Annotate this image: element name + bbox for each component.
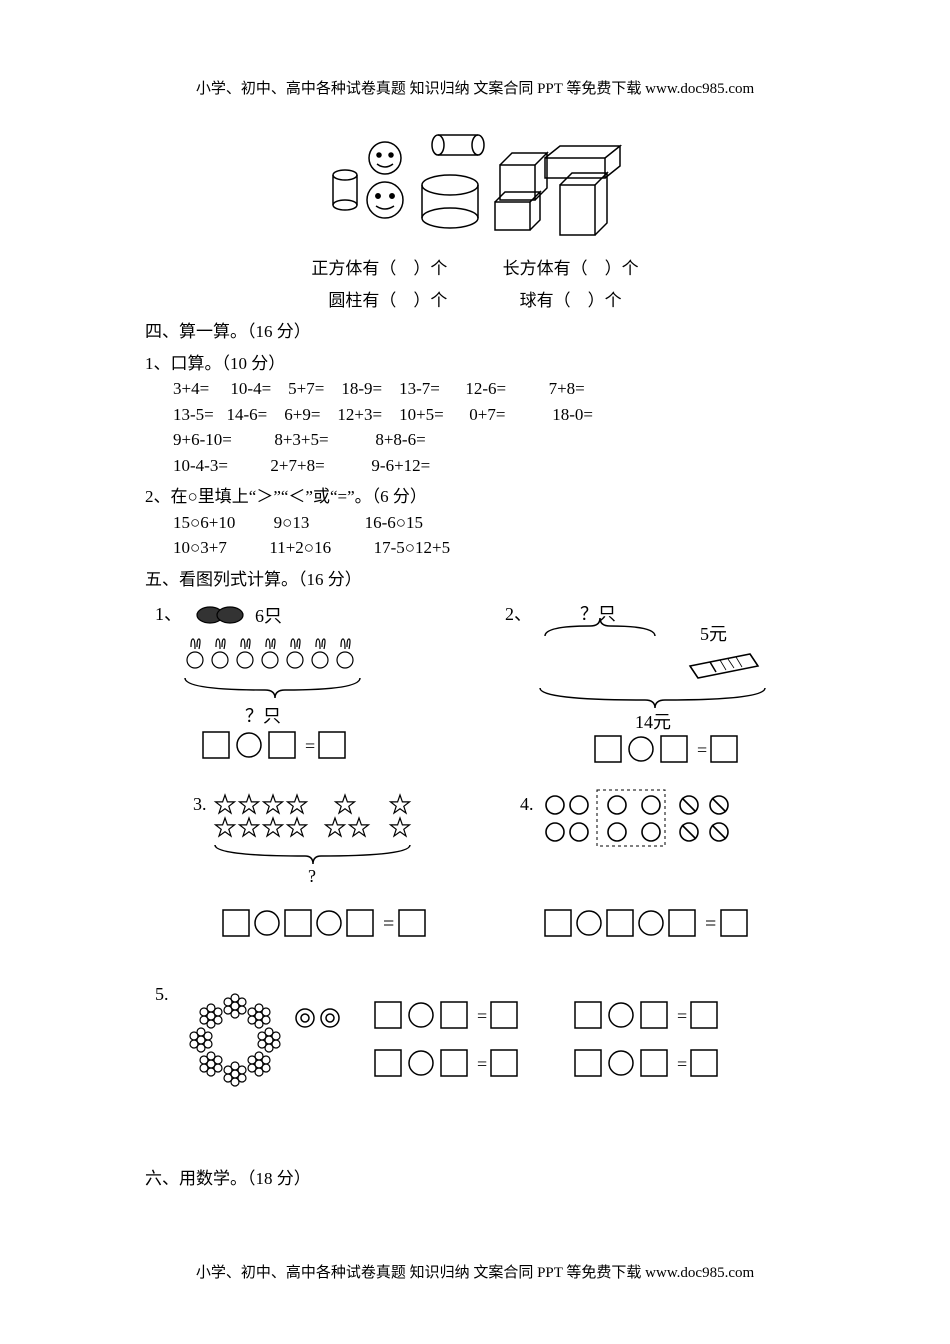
section-5-title: 五、看图列式计算。（16 分） [145,567,805,593]
cube-count: 正方体有（ ）个 [311,256,447,282]
p1-num: 1、 [155,604,182,624]
svg-text:?: ? [308,866,316,886]
svg-text:3.: 3. [193,794,207,814]
cylinder-count: 圆柱有（ ）个 [328,288,447,314]
calc-row-1: 3+4= 10-4= 5+7= 18-9= 13-7= 12-6= 7+8= [145,376,805,402]
calc-row-2: 13-5= 14-6= 6+9= 12+3= 10+5= 0+7= 18-0= [145,402,805,428]
problems-illustration: = = [145,600,815,1160]
comp-row-2: 10○3+7 11+2○16 17-5○12+5 [145,535,805,561]
svg-text:6只: 6只 [255,606,282,626]
svg-text:5.: 5. [155,984,169,1004]
shapes-illustration [320,130,630,250]
shape-count-line1: 正方体有（ ）个 长方体有（ ）个 [145,256,805,282]
sphere-count: 球有（ ）个 [520,288,622,314]
calc-row-3: 9+6-10= 8+3+5= 8+8-6= [145,427,805,453]
section-4-title: 四、算一算。（16 分） [145,319,805,345]
page-footer: 小学、初中、高中各种试卷真题 知识归纳 文案合同 PPT 等免费下载 www.d… [0,1262,950,1285]
svg-text:2、: 2、 [505,604,532,624]
svg-text:14元: 14元 [635,712,671,732]
svg-text:？只: ？只 [580,604,616,624]
calc-row-4: 10-4-3= 2+7+8= 9-6+12= [145,453,805,479]
svg-text:？只: ？只 [245,706,281,726]
page-header: 小学、初中、高中各种试卷真题 知识归纳 文案合同 PPT 等免费下载 www.d… [0,78,950,101]
cuboid-count: 长方体有（ ）个 [503,256,639,282]
section-4-sub2: 2、在○里填上“＞”“＜”或“=”。（6 分） [145,484,805,510]
section-4-sub1: 1、口算。（10 分） [145,351,805,377]
svg-text:4.: 4. [520,794,534,814]
svg-text:5元: 5元 [700,624,727,644]
shape-count-line2: 圆柱有（ ）个 球有（ ）个 [145,288,805,314]
section-6-title: 六、用数学。（18 分） [145,1166,805,1192]
comp-row-1: 15○6+10 9○13 16-6○15 [145,510,805,536]
